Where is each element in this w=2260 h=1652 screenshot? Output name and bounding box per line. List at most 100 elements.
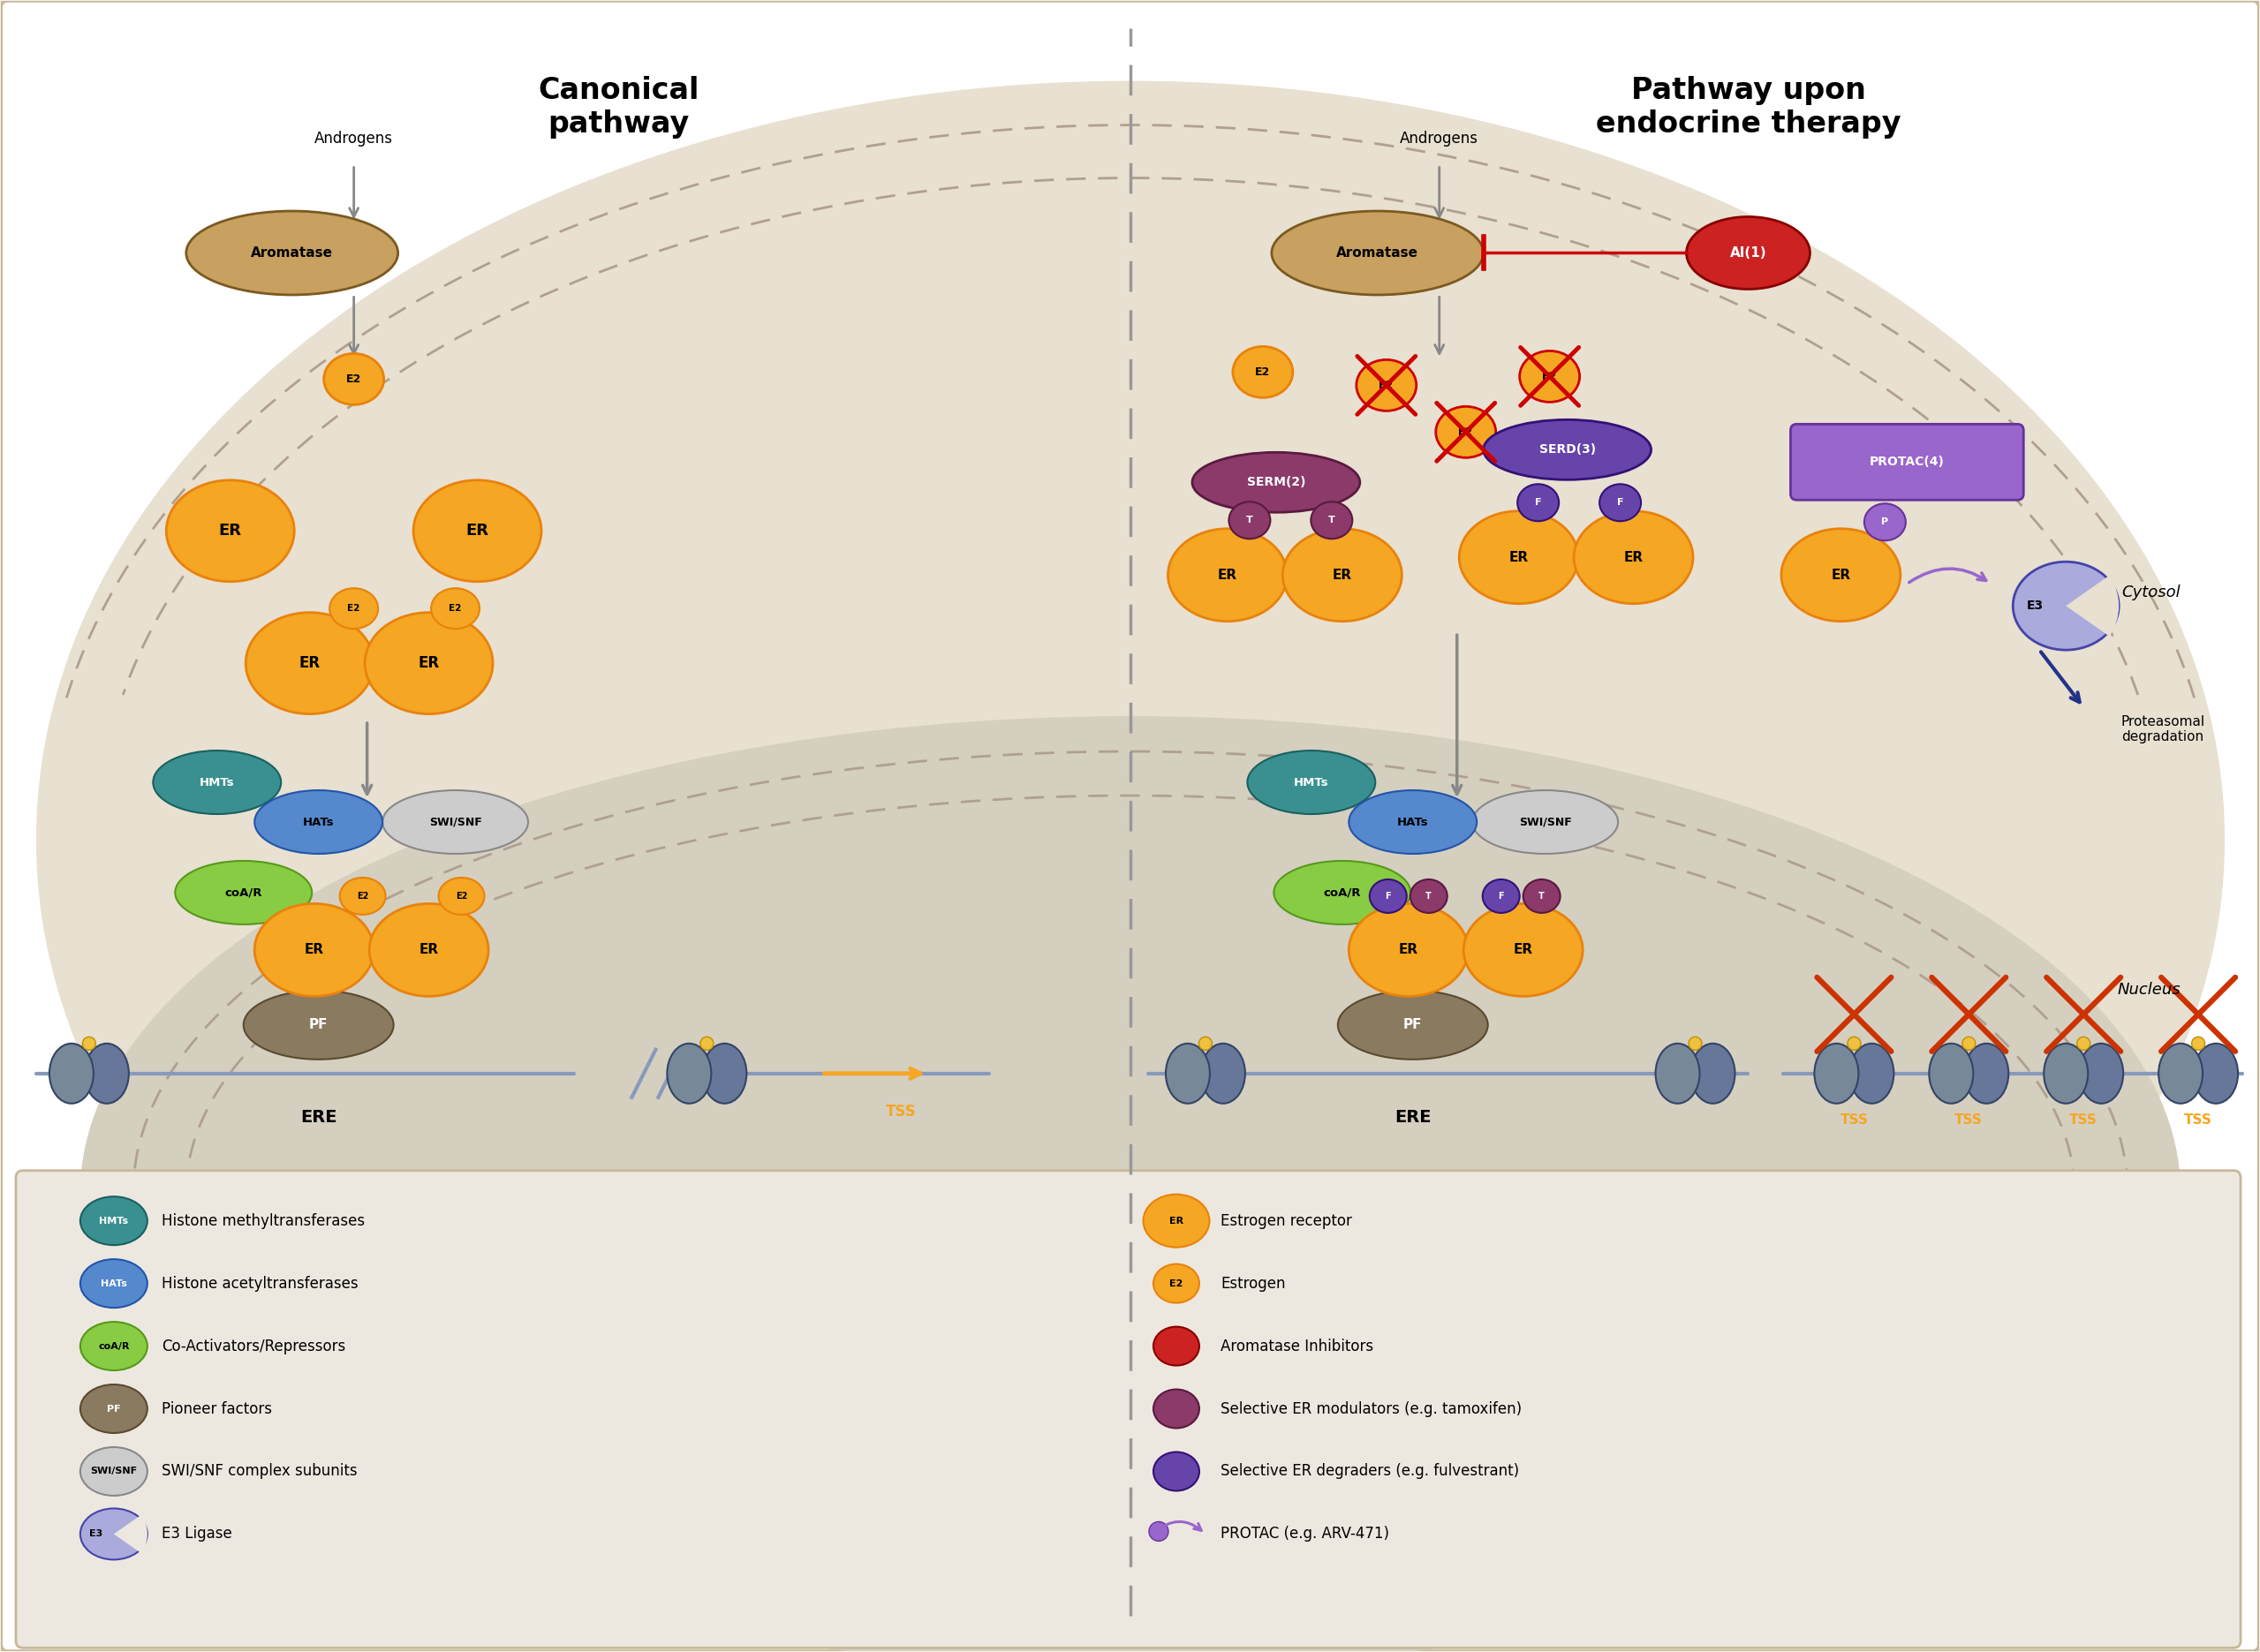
- Ellipse shape: [414, 481, 542, 582]
- Text: TSS: TSS: [2183, 1113, 2213, 1127]
- Text: ER: ER: [466, 524, 488, 539]
- Text: ER: ER: [1514, 943, 1532, 957]
- Text: ER: ER: [418, 943, 438, 957]
- Text: HMTs: HMTs: [1295, 776, 1329, 788]
- Ellipse shape: [1849, 1044, 1894, 1104]
- Text: ER: ER: [1623, 550, 1643, 563]
- Ellipse shape: [2043, 1044, 2088, 1104]
- Ellipse shape: [81, 1384, 147, 1432]
- Ellipse shape: [167, 481, 294, 582]
- Text: Androgens: Androgens: [1399, 131, 1478, 145]
- Text: Histone acetyltransferases: Histone acetyltransferases: [160, 1275, 357, 1292]
- Text: E2: E2: [457, 892, 468, 900]
- Ellipse shape: [1410, 879, 1446, 914]
- Ellipse shape: [1846, 1037, 1860, 1051]
- Ellipse shape: [1573, 510, 1693, 603]
- Text: SWI/SNF: SWI/SNF: [1519, 816, 1571, 828]
- Ellipse shape: [154, 750, 280, 814]
- Ellipse shape: [1464, 904, 1582, 996]
- Ellipse shape: [1349, 790, 1476, 854]
- Text: ER: ER: [305, 943, 323, 957]
- Text: T: T: [1329, 515, 1336, 525]
- Ellipse shape: [432, 588, 479, 629]
- Text: Selective ER degraders (e.g. fulvestrant): Selective ER degraders (e.g. fulvestrant…: [1220, 1464, 1519, 1479]
- Text: E2: E2: [348, 605, 359, 613]
- Ellipse shape: [1168, 529, 1288, 621]
- Text: Pioneer factors: Pioneer factors: [160, 1401, 271, 1417]
- Ellipse shape: [1248, 750, 1376, 814]
- Text: TSS: TSS: [886, 1104, 915, 1120]
- Ellipse shape: [174, 861, 312, 925]
- Ellipse shape: [1166, 1044, 1209, 1104]
- Ellipse shape: [368, 904, 488, 996]
- Text: SERM(2): SERM(2): [1248, 476, 1306, 489]
- Text: P: P: [1880, 517, 1889, 527]
- Ellipse shape: [2079, 1044, 2122, 1104]
- Text: HMTs: HMTs: [99, 1216, 129, 1226]
- Ellipse shape: [1516, 484, 1559, 520]
- Text: ER: ER: [1831, 568, 1851, 582]
- Ellipse shape: [1523, 879, 1559, 914]
- Text: F: F: [1385, 892, 1392, 900]
- Ellipse shape: [1153, 1389, 1200, 1429]
- Ellipse shape: [1370, 879, 1406, 914]
- Text: PF: PF: [310, 1018, 328, 1031]
- Ellipse shape: [50, 1044, 93, 1104]
- Ellipse shape: [1474, 790, 1618, 854]
- Ellipse shape: [1781, 529, 1901, 621]
- Ellipse shape: [81, 1508, 147, 1559]
- Ellipse shape: [255, 904, 373, 996]
- Text: Androgens: Androgens: [314, 131, 393, 145]
- Text: Estrogen receptor: Estrogen receptor: [1220, 1213, 1351, 1229]
- Text: coA/R: coA/R: [1324, 887, 1361, 899]
- Text: HATs: HATs: [102, 1279, 127, 1289]
- Ellipse shape: [84, 1044, 129, 1104]
- FancyBboxPatch shape: [1790, 425, 2023, 501]
- Text: Selective ER modulators (e.g. tamoxifen): Selective ER modulators (e.g. tamoxifen): [1220, 1401, 1521, 1417]
- Text: E2: E2: [1168, 1279, 1184, 1289]
- Ellipse shape: [1193, 453, 1361, 512]
- Text: PROTAC(4): PROTAC(4): [1869, 456, 1944, 468]
- Text: E2: E2: [1379, 380, 1394, 392]
- Text: ER: ER: [418, 656, 438, 671]
- Ellipse shape: [1153, 1264, 1200, 1303]
- Text: SWI/SNF: SWI/SNF: [429, 816, 481, 828]
- Text: E2: E2: [1458, 426, 1474, 438]
- Ellipse shape: [1153, 1452, 1200, 1490]
- Text: Co-Activators/Repressors: Co-Activators/Repressors: [160, 1338, 346, 1355]
- Text: HATs: HATs: [1397, 816, 1428, 828]
- Ellipse shape: [1460, 510, 1577, 603]
- Text: E2: E2: [1254, 367, 1270, 378]
- Text: AI(1): AI(1): [1729, 246, 1767, 259]
- Ellipse shape: [703, 1044, 746, 1104]
- FancyBboxPatch shape: [16, 1171, 2240, 1647]
- Ellipse shape: [1962, 1037, 1975, 1051]
- Ellipse shape: [185, 211, 398, 294]
- Ellipse shape: [1435, 406, 1496, 458]
- Ellipse shape: [244, 991, 393, 1059]
- Text: T: T: [1426, 892, 1431, 900]
- Ellipse shape: [2077, 1037, 2090, 1051]
- Text: TSS: TSS: [1840, 1113, 1869, 1127]
- Ellipse shape: [1272, 211, 1483, 294]
- Ellipse shape: [1311, 502, 1351, 539]
- Ellipse shape: [1657, 1044, 1700, 1104]
- Text: ERE: ERE: [301, 1108, 337, 1127]
- Ellipse shape: [701, 1037, 714, 1051]
- Ellipse shape: [2192, 1037, 2206, 1051]
- Text: Cytosol: Cytosol: [2122, 585, 2181, 601]
- Ellipse shape: [1690, 1044, 1736, 1104]
- Text: E3: E3: [2027, 600, 2043, 611]
- Text: E3 Ligase: E3 Ligase: [160, 1526, 233, 1541]
- Ellipse shape: [255, 790, 382, 854]
- Ellipse shape: [81, 1196, 147, 1246]
- Ellipse shape: [339, 877, 386, 915]
- Text: PF: PF: [106, 1404, 120, 1412]
- Text: TSS: TSS: [1955, 1113, 1982, 1127]
- Ellipse shape: [323, 354, 384, 405]
- Text: SWI/SNF complex subunits: SWI/SNF complex subunits: [160, 1464, 357, 1479]
- Text: ERE: ERE: [1394, 1108, 1431, 1127]
- Text: ER: ER: [1218, 568, 1236, 582]
- Ellipse shape: [1356, 360, 1417, 411]
- Ellipse shape: [36, 81, 2224, 1599]
